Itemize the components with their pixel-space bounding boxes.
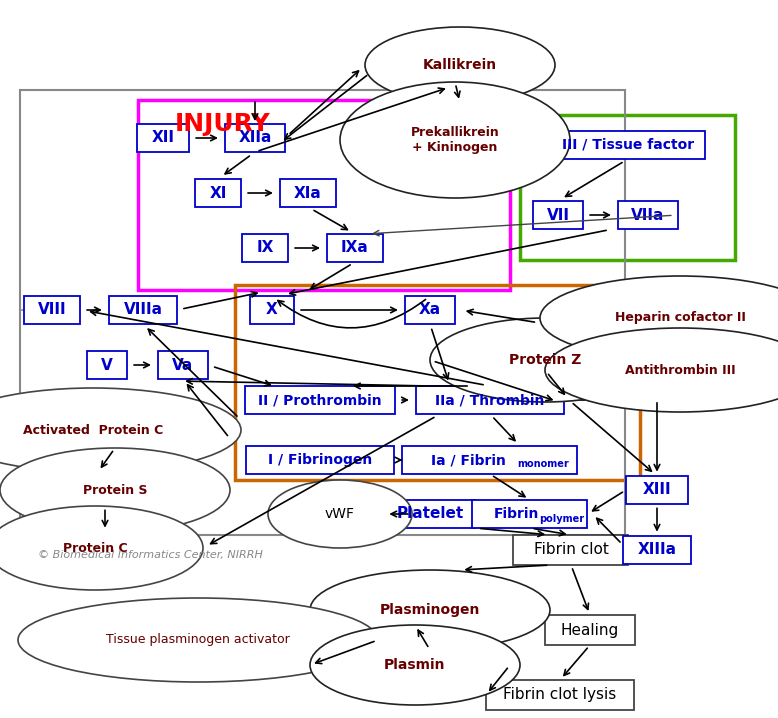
Bar [416, 386, 564, 414]
Bar [280, 179, 336, 207]
Ellipse shape [310, 570, 550, 650]
Text: Fibrin: Fibrin [493, 507, 538, 521]
Text: II / Prothrombin: II / Prothrombin [258, 393, 382, 407]
Text: Antithrombin III: Antithrombin III [625, 363, 735, 376]
Bar [618, 201, 678, 229]
Bar [402, 446, 577, 474]
Text: VIIIa: VIIIa [124, 302, 163, 317]
Text: IX: IX [256, 241, 274, 256]
Text: XI: XI [209, 185, 226, 200]
Bar [109, 296, 177, 324]
Text: polymer: polymer [539, 514, 584, 524]
Bar [195, 179, 241, 207]
Text: VIIa: VIIa [631, 208, 664, 223]
Bar [24, 296, 80, 324]
Text: Xa: Xa [419, 302, 441, 317]
Ellipse shape [545, 328, 778, 412]
Bar [137, 124, 189, 152]
Bar [520, 115, 735, 260]
Text: INJURY: INJURY [175, 112, 271, 136]
Text: vWF: vWF [325, 507, 355, 521]
Text: Protein S: Protein S [82, 483, 147, 497]
Text: Tissue plasminogen activator: Tissue plasminogen activator [106, 633, 290, 646]
Bar [626, 476, 688, 504]
Ellipse shape [0, 506, 203, 590]
Text: XIIIa: XIIIa [637, 543, 677, 557]
Bar [472, 500, 587, 528]
Text: III / Tissue factor: III / Tissue factor [562, 138, 694, 152]
Ellipse shape [340, 82, 570, 198]
Text: IIa / Thrombin: IIa / Thrombin [436, 393, 545, 407]
Text: Plasmin: Plasmin [384, 658, 446, 672]
Text: Protein C: Protein C [63, 541, 128, 554]
Bar [242, 234, 288, 262]
Text: Fibrin clot: Fibrin clot [534, 543, 608, 557]
Bar [245, 386, 395, 414]
Text: Va: Va [173, 358, 194, 373]
Bar [623, 536, 691, 564]
Bar [405, 296, 455, 324]
Ellipse shape [0, 388, 241, 472]
Text: Platelet: Platelet [396, 506, 464, 521]
Bar [486, 680, 634, 710]
Bar [20, 90, 625, 535]
Bar [385, 500, 475, 528]
Text: VIII: VIII [37, 302, 66, 317]
Ellipse shape [365, 27, 555, 103]
Text: XII: XII [152, 131, 174, 146]
Text: Protein Z: Protein Z [509, 353, 581, 367]
Ellipse shape [0, 448, 230, 532]
Ellipse shape [310, 625, 520, 705]
Bar [533, 201, 583, 229]
Text: IXa: IXa [341, 241, 369, 256]
Text: XIa: XIa [294, 185, 322, 200]
Bar [250, 296, 294, 324]
Bar [545, 615, 635, 645]
Text: Healing: Healing [561, 623, 619, 638]
Text: © Biomedical Informatics Center, NIRRH: © Biomedical Informatics Center, NIRRH [38, 550, 263, 560]
Text: monomer: monomer [517, 459, 569, 469]
Bar [87, 351, 127, 379]
Text: Plasminogen: Plasminogen [380, 603, 480, 617]
Text: XIIa: XIIa [238, 131, 272, 146]
Bar [138, 100, 510, 290]
Text: XIII: XIII [643, 482, 671, 498]
Bar [551, 131, 706, 159]
Bar [235, 285, 640, 480]
Ellipse shape [268, 480, 412, 548]
Ellipse shape [18, 598, 378, 682]
Text: VII: VII [546, 208, 569, 223]
Text: Ia / Fibrin: Ia / Fibrin [430, 453, 506, 467]
Text: Prekallikrein
+ Kininogen: Prekallikrein + Kininogen [411, 126, 499, 154]
Text: Kallikrein: Kallikrein [423, 58, 497, 72]
Text: X: X [266, 302, 278, 317]
Bar [327, 234, 383, 262]
Ellipse shape [430, 318, 660, 402]
Bar [513, 535, 629, 565]
Bar [225, 124, 285, 152]
Text: Heparin cofactor II: Heparin cofactor II [615, 312, 745, 325]
Ellipse shape [540, 276, 778, 360]
Text: Activated  Protein C: Activated Protein C [23, 424, 163, 437]
Bar [158, 351, 208, 379]
Bar [246, 446, 394, 474]
Text: Fibrin clot lysis: Fibrin clot lysis [503, 688, 617, 702]
Text: I / Fibrinogen: I / Fibrinogen [268, 453, 372, 467]
Text: V: V [101, 358, 113, 373]
